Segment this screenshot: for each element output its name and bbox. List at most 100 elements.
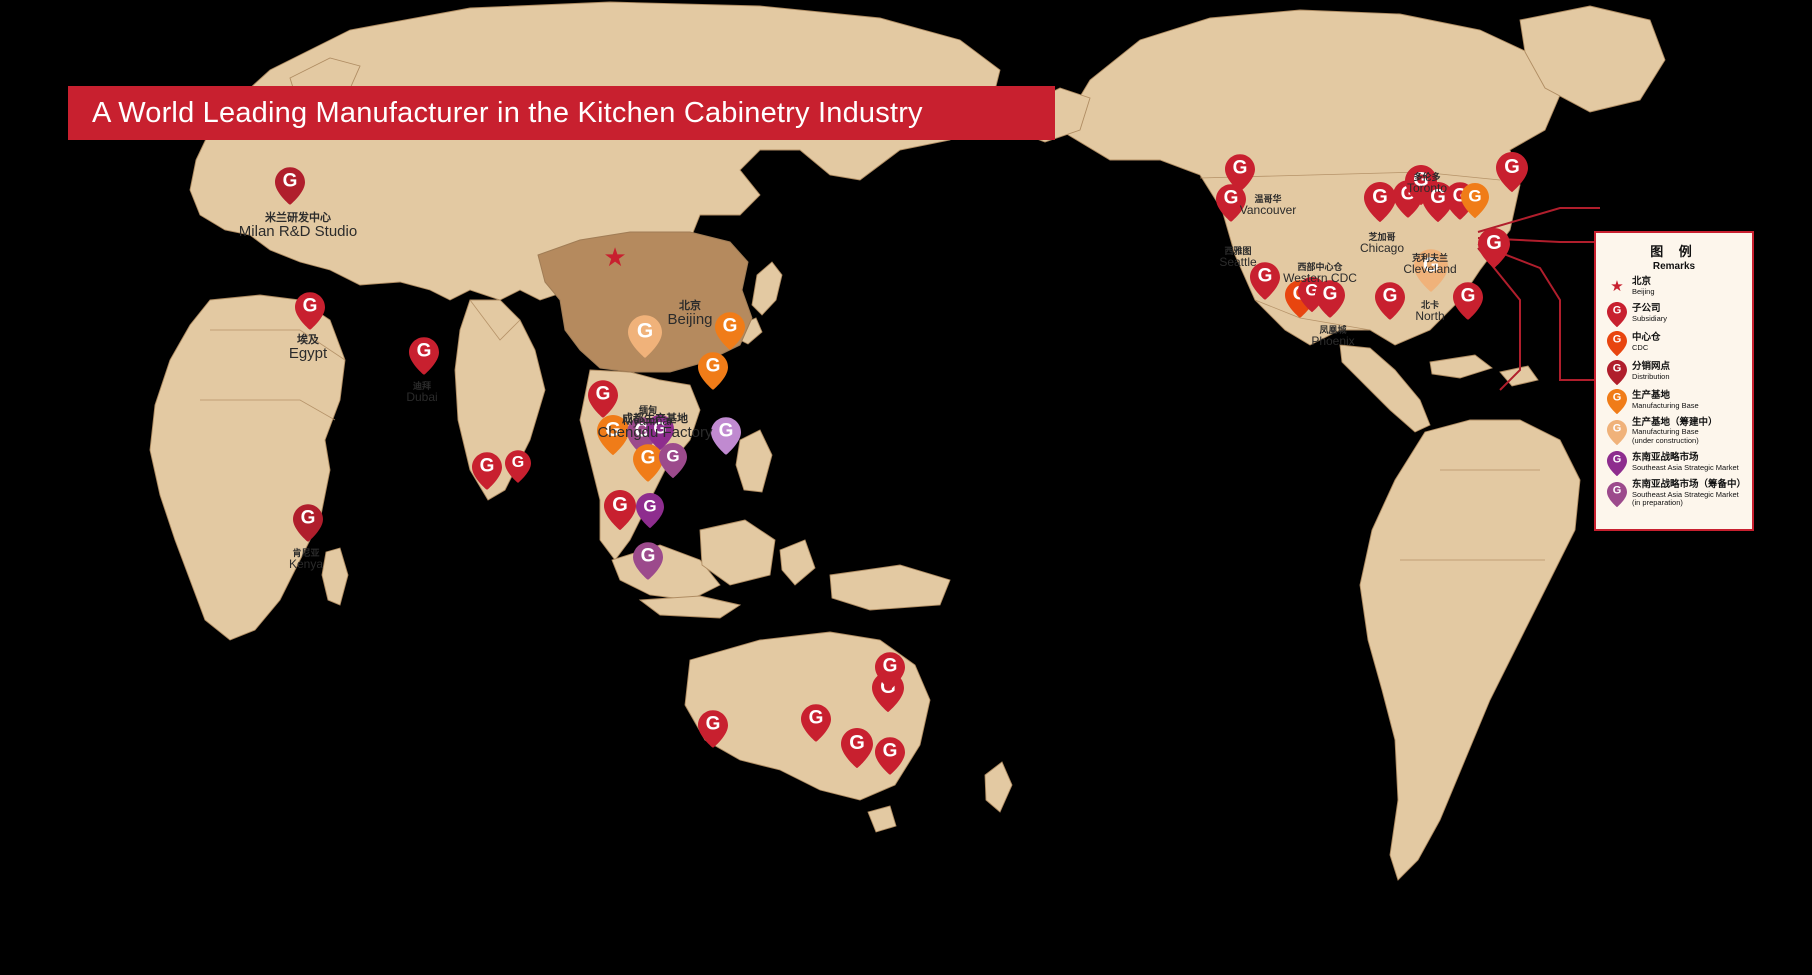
pin-milan[interactable]: G xyxy=(275,167,305,205)
pin-ohio-mfg[interactable]: G xyxy=(1461,183,1489,218)
legend-row-cdc: G 中心仓 CDC xyxy=(1602,330,1746,356)
legend-label-cn: 东南亚战略市场 xyxy=(1632,451,1699,463)
pin-florida[interactable]: G xyxy=(1453,282,1483,320)
pin-glyph: G xyxy=(1612,453,1622,466)
legend-label-en: (in preparation) xyxy=(1632,498,1683,508)
pin-sw-us[interactable]: G xyxy=(1315,280,1345,318)
legend-label-en: (under construction) xyxy=(1632,436,1699,446)
label-en: Kenya xyxy=(288,557,324,572)
legend-label-en: CDC xyxy=(1632,342,1649,352)
pin-chicago1[interactable]: G xyxy=(1364,182,1396,222)
legend-label-cn: 中心仓 xyxy=(1632,331,1661,343)
legend-title-en: Remarks xyxy=(1652,261,1696,272)
label-phoenix: 凤凰城 Phoenix xyxy=(1311,325,1354,349)
landmass-south-america xyxy=(1359,419,1581,881)
label-cn: 克利夫兰 xyxy=(1411,253,1448,263)
label-en: Seattle xyxy=(1219,255,1257,270)
legend-row-distribution: G 分销网点 Distribution xyxy=(1602,359,1746,385)
label-en: Myanmar xyxy=(622,414,674,429)
legend-label-en: Southeast Asia Strategic Market xyxy=(1632,462,1739,472)
legend-row-subsidiary: G 子公司 Subsidiary xyxy=(1602,301,1746,327)
pin-chengdu[interactable]: G xyxy=(628,315,662,358)
legend-label: 北京 Beijing xyxy=(1632,276,1655,297)
legend-items: ★ 北京 Beijing G 子公司 Subsidiary G 中心仓 CDC G 分销网点 Dist… xyxy=(1602,276,1747,508)
legend-row-beijing: ★ 北京 Beijing xyxy=(1602,276,1746,297)
pin-aus-melbourne[interactable]: G xyxy=(841,728,873,768)
pin-vietnam-s[interactable]: G xyxy=(659,443,687,478)
label-cleveland: 克利夫兰 Cleveland xyxy=(1403,253,1456,277)
landmass-central-america xyxy=(1339,344,1431,433)
label-cn: 凤凰城 xyxy=(1319,325,1347,335)
landmass-tasmania xyxy=(867,805,897,833)
pin-egypt[interactable]: G xyxy=(295,292,325,330)
pin-newyork[interactable]: G xyxy=(1496,152,1528,192)
label-kenya: 肯尼亚 Kenya xyxy=(289,548,323,572)
pin-china-east2[interactable]: G xyxy=(698,352,728,390)
legend-label: 子公司 Subsidiary xyxy=(1632,303,1667,324)
label-myanmar: 缅甸 Myanmar xyxy=(623,405,673,429)
label-en: Egypt xyxy=(288,345,328,363)
beijing-star-icon: ★ xyxy=(603,242,627,272)
legend-label-en: Beijing xyxy=(1632,286,1655,296)
legend-row-manufacturing-base: G 生产基地（筹建中） Manufacturing Base (under const… xyxy=(1602,417,1746,446)
legend-label: 生产基地 Manufacturing Base xyxy=(1632,390,1699,411)
title-banner: A World Leading Manufacturer in the Kitc… xyxy=(68,86,1055,140)
legend-label-cn: 东南亚战略市场（筹备中） xyxy=(1632,478,1747,490)
landmass-japan xyxy=(751,261,783,316)
pin-aus-perth[interactable]: G xyxy=(698,710,728,748)
label-cn: 缅甸 xyxy=(638,405,658,415)
pin-kenya[interactable]: G xyxy=(293,504,323,542)
map-pin-icon: G xyxy=(1607,359,1627,385)
legend-label-cn: 分销网点 xyxy=(1632,360,1671,372)
legend-label: 东南亚战略市场（筹备中） Southeast Asia Strategic Mar… xyxy=(1632,478,1747,508)
pin-china-east1[interactable]: G xyxy=(715,312,745,350)
pin-dubai[interactable]: G xyxy=(409,337,439,375)
label-cn: 西雅图 xyxy=(1224,246,1252,256)
label-cn: 米兰研发中心 xyxy=(264,212,331,224)
pin-philippines[interactable]: G xyxy=(711,417,741,455)
legend-label: 分销网点 Distribution xyxy=(1632,360,1671,382)
star-icon: ★ xyxy=(1602,279,1632,294)
legend-title: 图 例 Remarks xyxy=(1602,241,1746,272)
label-vancouver: 温哥华 Vancouver xyxy=(1240,194,1296,218)
label-cn: 北卡 xyxy=(1420,300,1439,310)
label-en: Chicago xyxy=(1359,241,1405,256)
landmass-newguinea xyxy=(829,564,951,611)
label-western-cdc: 西部中心仓 Western CDC xyxy=(1283,262,1357,286)
pin-aus-canberra[interactable]: G xyxy=(875,737,905,775)
legend-row-manufacturing-base: G 生产基地 Manufacturing Base xyxy=(1602,388,1746,414)
landmass-madagascar xyxy=(321,547,349,606)
label-en: North xyxy=(1415,309,1445,324)
pin-east-coast[interactable]: G xyxy=(1478,228,1510,268)
label-cn: 芝加哥 xyxy=(1368,232,1396,242)
pin-singapore[interactable]: G xyxy=(636,493,664,528)
legend-row-southeast-asia-strategic-market: G 东南亚战略市场（筹备中） Southeast Asia Strategic Ma… xyxy=(1602,478,1747,508)
label-chengdu: 成都生产基地 Chengdu Factory xyxy=(597,413,712,442)
pin-texas[interactable]: G xyxy=(1375,282,1405,320)
star-glyph: ★ xyxy=(1610,278,1624,296)
pin-india-west[interactable]: G xyxy=(472,452,502,490)
landmass-java xyxy=(638,595,742,619)
map-pin-icon: G xyxy=(1607,450,1627,476)
label-chicago: 芝加哥 Chicago xyxy=(1360,232,1404,256)
label-en: Cleveland xyxy=(1403,262,1457,277)
label-en: Beijing xyxy=(667,311,713,329)
pin-indonesia[interactable]: G xyxy=(633,542,663,580)
label-en: Toronto xyxy=(1406,181,1448,196)
label-seattle: 西雅图 Seattle xyxy=(1219,246,1256,270)
legend-label-en: Manufacturing Base xyxy=(1632,400,1699,410)
label-milan: 米兰研发中心 Milan R&D Studio xyxy=(239,212,357,241)
map-pin-icon: G xyxy=(1602,359,1632,385)
map-pin-icon: G xyxy=(1602,330,1632,356)
landmass-philippines xyxy=(735,429,773,493)
legend-label-en: Manufacturing Base xyxy=(1632,427,1699,437)
pin-aus-adelaide[interactable]: G xyxy=(801,704,831,742)
landmass-africa xyxy=(149,294,346,641)
pin-india-east[interactable]: G xyxy=(505,450,531,483)
landmass-newzealand xyxy=(984,761,1013,813)
pin-aus-brisbane[interactable]: G xyxy=(875,652,905,690)
label-en: Western CDC xyxy=(1283,271,1357,286)
pin-malaysia[interactable]: G xyxy=(604,490,636,530)
label-cn: 埃及 xyxy=(296,334,319,346)
label-en: Milan R&D Studio xyxy=(238,223,358,241)
